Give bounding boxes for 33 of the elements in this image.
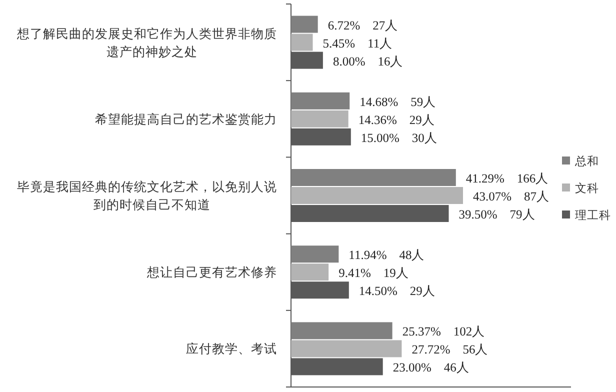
bar	[291, 169, 456, 186]
data-label: 14.50% 29人	[358, 284, 436, 298]
data-label: 6.72% 27人	[328, 18, 398, 32]
bar	[291, 92, 350, 110]
y-tick-label: 希望能提高自己的艺术鉴赏能力	[95, 111, 277, 126]
data-label: 27.72% 56人	[412, 342, 488, 357]
y-tick-label: 毕竟是我国经典的传统文化艺术，以免别人说到的时候自己不知道	[17, 179, 277, 212]
bar	[291, 322, 392, 340]
y-tick-label: 想让自己更有艺术修养	[146, 264, 277, 280]
data-label: 8.00% 16人	[332, 54, 404, 68]
bar	[291, 246, 339, 263]
bar	[291, 34, 313, 51]
data-label: 41.29% 166人	[466, 172, 549, 186]
bar	[291, 264, 329, 281]
bar	[291, 340, 402, 358]
legend-label: 文科	[575, 181, 599, 195]
data-label: 25.37% 102人	[402, 324, 486, 339]
legend-label: 理工科	[575, 208, 611, 222]
legend-label: 总和	[574, 154, 599, 168]
data-label: 14.36% 29人	[358, 112, 435, 127]
data-label: 5.45% 11人	[322, 36, 393, 50]
data-label: 39.50% 79人	[458, 208, 536, 222]
data-label: 15.00% 30人	[360, 130, 438, 145]
data-label: 14.68% 59人	[360, 94, 436, 109]
data-label: 9.41% 19人	[338, 266, 409, 280]
data-label: 43.07% 87人	[473, 190, 550, 204]
data-label: 23.00% 46人	[392, 360, 470, 375]
y-tick-label: 应付教学、考试	[186, 341, 277, 356]
y-tick-label: 想了解民曲的发展史和它作为人类世界非物质遗产的神妙之处	[16, 26, 277, 59]
data-label: 11.94% 48人	[348, 248, 425, 262]
bar	[291, 16, 318, 33]
bar	[291, 110, 348, 128]
bar	[291, 187, 463, 204]
